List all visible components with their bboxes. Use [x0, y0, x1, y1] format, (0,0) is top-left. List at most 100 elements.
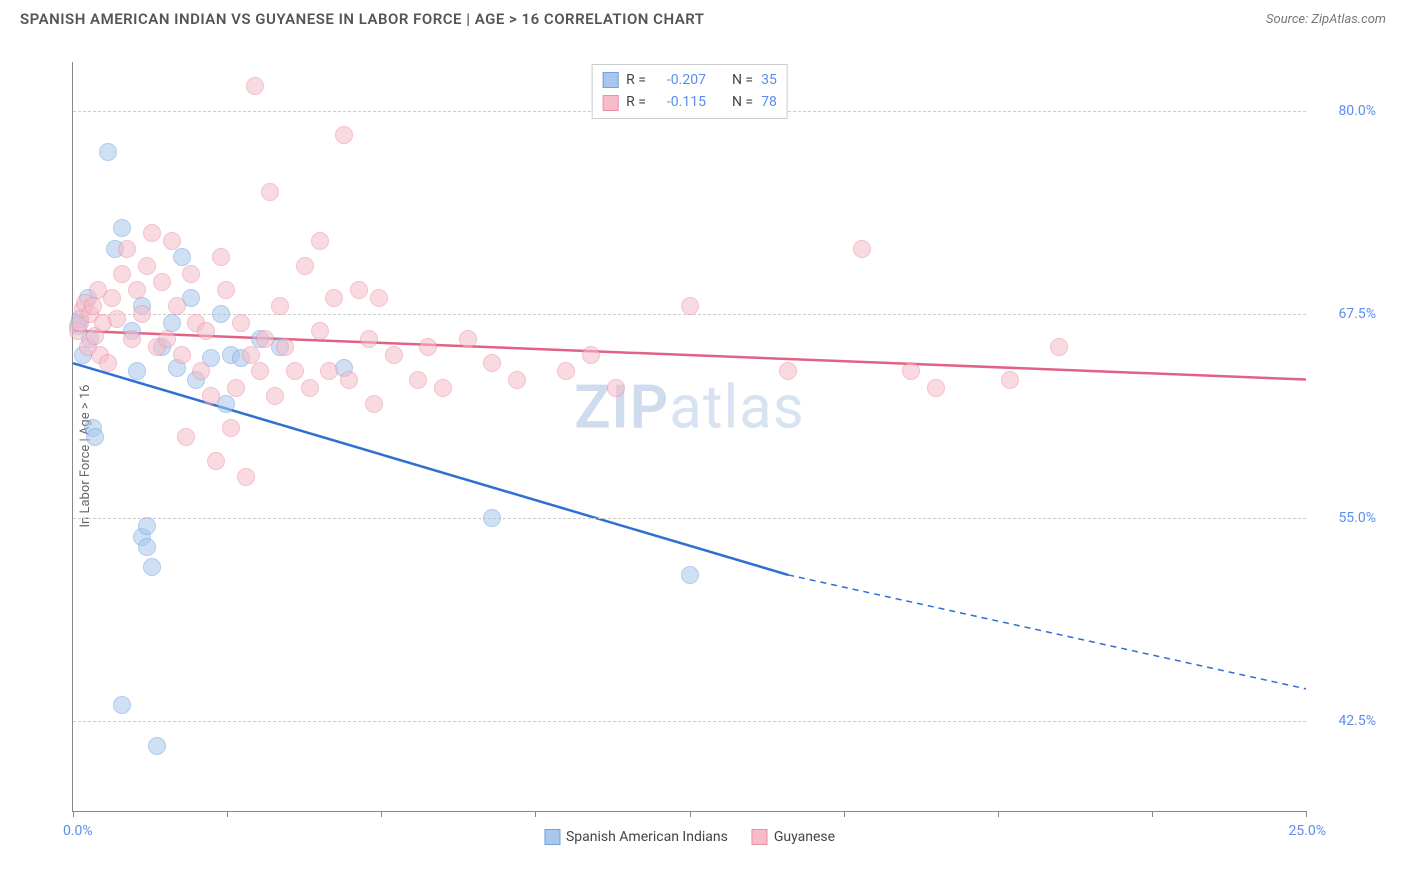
- correlation-row-sai: R =-0.207N =35: [602, 69, 777, 91]
- scatter-point-guy: [385, 346, 403, 364]
- r-value-sai: -0.207: [654, 69, 706, 91]
- scatter-point-guy: [177, 428, 195, 446]
- n-label: N =: [732, 91, 753, 113]
- x-tick: [381, 811, 382, 817]
- scatter-point-guy: [927, 379, 945, 397]
- scatter-point-guy: [296, 257, 314, 275]
- scatter-point-guy: [103, 289, 121, 307]
- n-value-sai: 35: [761, 69, 777, 91]
- scatter-point-guy: [128, 281, 146, 299]
- correlation-legend: R =-0.207N =35R =-0.115N =78: [591, 64, 788, 119]
- scatter-point-guy: [237, 468, 255, 486]
- scatter-point-guy: [483, 354, 501, 372]
- scatter-point-guy: [266, 387, 284, 405]
- x-tick: [1152, 811, 1153, 817]
- x-tick: [227, 811, 228, 817]
- scatter-point-sai: [148, 737, 166, 755]
- scatter-point-guy: [681, 297, 699, 315]
- scatter-point-guy: [227, 379, 245, 397]
- scatter-point-guy: [434, 379, 452, 397]
- n-value-guy: 78: [761, 91, 777, 113]
- legend-swatch-guy: [602, 95, 618, 111]
- scatter-point-guy: [320, 362, 338, 380]
- y-tick-label: 55.0%: [1316, 510, 1376, 526]
- source-attribution: Source: ZipAtlas.com: [1266, 12, 1386, 27]
- scatter-point-guy: [301, 379, 319, 397]
- scatter-point-sai: [128, 362, 146, 380]
- scatter-point-guy: [143, 224, 161, 242]
- scatter-point-guy: [163, 232, 181, 250]
- scatter-point-guy: [246, 77, 264, 95]
- legend-swatch-sai: [544, 829, 560, 845]
- scatter-point-guy: [459, 330, 477, 348]
- x-tick: [1306, 811, 1307, 817]
- scatter-point-guy: [197, 322, 215, 340]
- scatter-point-sai: [99, 143, 117, 161]
- scatter-point-guy: [1050, 338, 1068, 356]
- scatter-point-guy: [276, 338, 294, 356]
- scatter-point-guy: [99, 354, 117, 372]
- x-tick: [998, 811, 999, 817]
- scatter-point-guy: [158, 330, 176, 348]
- scatter-point-guy: [217, 281, 235, 299]
- x-origin-label: 0.0%: [63, 823, 93, 839]
- series-legend: Spanish American IndiansGuyanese: [544, 829, 835, 845]
- scatter-point-guy: [113, 265, 131, 283]
- scatter-point-guy: [138, 257, 156, 275]
- r-label: R =: [626, 69, 646, 91]
- scatter-point-guy: [108, 310, 126, 328]
- legend-item-guy: Guyanese: [752, 829, 835, 845]
- trend-lines: [73, 62, 1306, 811]
- scatter-point-guy: [182, 265, 200, 283]
- scatter-point-guy: [557, 362, 575, 380]
- scatter-point-guy: [251, 362, 269, 380]
- scatter-point-guy: [271, 297, 289, 315]
- x-tick: [73, 811, 74, 817]
- x-tick: [690, 811, 691, 817]
- scatter-point-sai: [681, 566, 699, 584]
- scatter-point-guy: [207, 452, 225, 470]
- scatter-point-sai: [212, 305, 230, 323]
- trend-line-sai-dashed: [788, 575, 1306, 689]
- gridline-h: [73, 721, 1306, 722]
- correlation-row-guy: R =-0.115N =78: [602, 91, 777, 113]
- scatter-point-guy: [419, 338, 437, 356]
- scatter-point-guy: [261, 183, 279, 201]
- scatter-point-guy: [84, 297, 102, 315]
- scatter-point-guy: [335, 126, 353, 144]
- scatter-point-guy: [325, 289, 343, 307]
- scatter-point-sai: [113, 696, 131, 714]
- scatter-point-guy: [360, 330, 378, 348]
- legend-label-guy: Guyanese: [774, 829, 835, 845]
- legend-swatch-sai: [602, 72, 618, 88]
- scatter-point-guy: [168, 297, 186, 315]
- scatter-point-guy: [508, 371, 526, 389]
- scatter-point-guy: [340, 371, 358, 389]
- scatter-point-guy: [1001, 371, 1019, 389]
- scatter-point-guy: [123, 330, 141, 348]
- y-tick-label: 67.5%: [1316, 306, 1376, 322]
- chart-container: In Labor Force | Age > 16 ZIPatlas 80.0%…: [20, 40, 1386, 872]
- r-value-guy: -0.115: [654, 91, 706, 113]
- scatter-point-sai: [143, 558, 161, 576]
- x-tick: [535, 811, 536, 817]
- scatter-point-guy: [370, 289, 388, 307]
- chart-title: SPANISH AMERICAN INDIAN VS GUYANESE IN L…: [20, 10, 705, 28]
- scatter-point-guy: [202, 387, 220, 405]
- scatter-point-guy: [902, 362, 920, 380]
- scatter-point-sai: [173, 248, 191, 266]
- scatter-point-guy: [582, 346, 600, 364]
- plot-area: ZIPatlas 80.0%67.5%55.0%42.5%0.0%25.0%R …: [72, 62, 1306, 812]
- y-tick-label: 42.5%: [1316, 713, 1376, 729]
- scatter-point-guy: [409, 371, 427, 389]
- scatter-point-guy: [212, 248, 230, 266]
- scatter-point-guy: [173, 346, 191, 364]
- y-tick-label: 80.0%: [1316, 103, 1376, 119]
- scatter-point-guy: [311, 322, 329, 340]
- scatter-point-guy: [311, 232, 329, 250]
- scatter-point-guy: [350, 281, 368, 299]
- scatter-point-guy: [192, 362, 210, 380]
- legend-swatch-guy: [752, 829, 768, 845]
- scatter-point-sai: [113, 219, 131, 237]
- scatter-point-guy: [232, 314, 250, 332]
